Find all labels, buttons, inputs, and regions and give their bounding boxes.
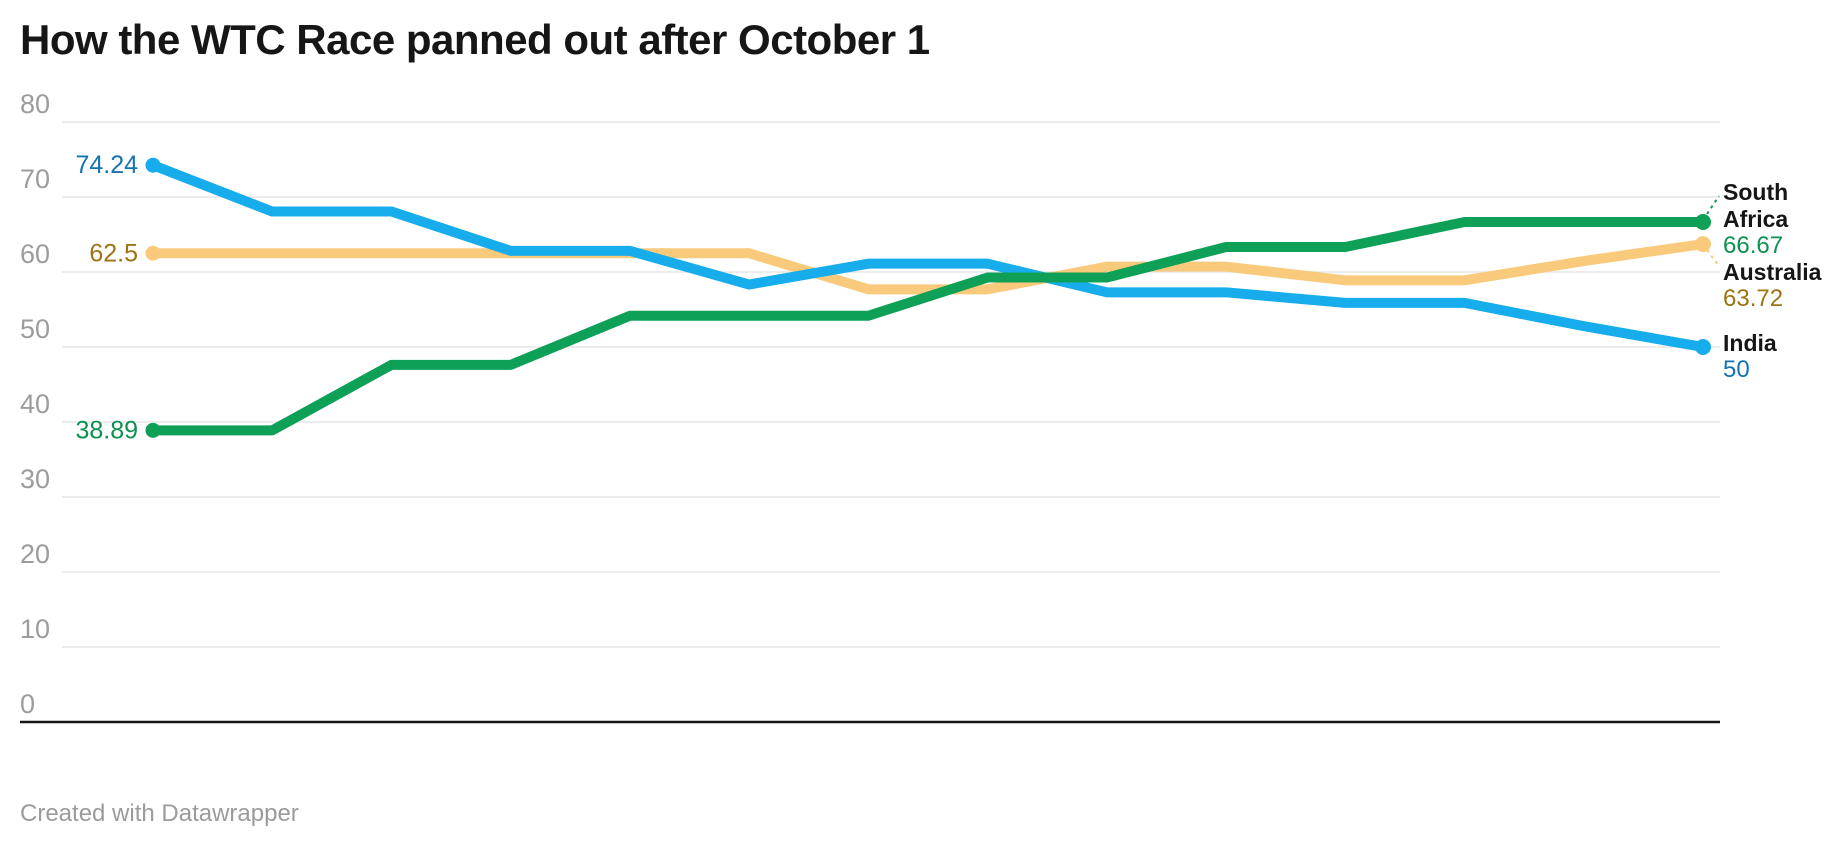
line-australia[interactable] [153,239,1704,295]
y-tick-label-10: 10 [20,614,50,644]
y-tick-label-80: 80 [20,89,50,119]
end-name-label-south-africa-1: South [1723,179,1788,205]
end-dot-australia[interactable] [1695,236,1711,253]
start-value-label-india: 74.24 [75,151,138,179]
y-tick-label-40: 40 [20,389,50,419]
y-tick-label-30: 30 [20,464,50,494]
line-india[interactable] [151,160,1704,352]
end-dot-india[interactable] [1695,339,1711,355]
start-value-label-australia: 62.5 [89,239,138,267]
start-dot-india[interactable] [145,157,161,173]
end-dot-south-africa[interactable] [1695,213,1711,230]
start-dot-south-africa[interactable] [145,422,161,438]
y-tick-label-50: 50 [20,314,50,344]
end-name-label-india: India [1723,330,1777,356]
chart-title: How the WTC Race panned out after Octobe… [20,16,930,63]
end-name-label-australia: Australia [1723,259,1822,285]
end-value-label-south-africa: 66.67 [1723,232,1783,259]
start-dot-australia[interactable] [145,245,161,261]
y-tick-label-60: 60 [20,239,50,269]
y-tick-label-70: 70 [20,164,50,194]
end-value-label-india: 50 [1723,356,1750,383]
datawrapper-credit-link[interactable]: Created with Datawrapper [20,800,299,827]
line-south-africa[interactable] [153,216,1703,436]
y-tick-label-0: 0 [20,689,35,719]
y-tick-label-20: 20 [20,539,50,569]
end-value-label-australia: 63.72 [1723,285,1783,312]
start-value-label-south-africa: 38.89 [75,416,138,444]
end-label-connector-south-africa [1706,195,1720,215]
end-name-label-south-africa-2: Africa [1723,206,1788,232]
end-label-connector-australia [1706,249,1720,267]
